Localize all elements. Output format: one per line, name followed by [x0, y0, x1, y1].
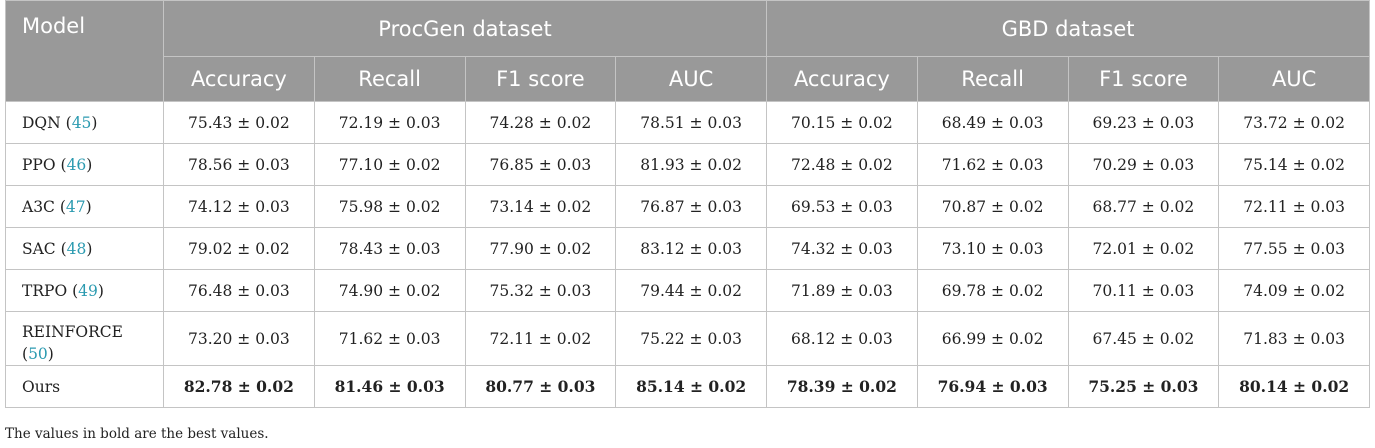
best-value-cell: 75.25 ± 0.03 [1067, 365, 1220, 408]
value-cell: 77.10 ± 0.02 [313, 143, 466, 186]
value-cell: 76.48 ± 0.03 [163, 269, 315, 312]
value-cell: 69.53 ± 0.03 [766, 185, 918, 228]
value-cell: 73.14 ± 0.02 [464, 185, 617, 228]
metric-header: F1 score [464, 56, 617, 102]
value-cell: 73.20 ± 0.03 [163, 311, 315, 366]
metric-header: Recall [916, 56, 1069, 102]
value-cell: 70.87 ± 0.02 [916, 185, 1069, 228]
value-cell: 78.43 ± 0.03 [313, 227, 466, 270]
model-name-cell: PPO (46) [5, 143, 164, 186]
citation-link[interactable]: 47 [65, 197, 86, 216]
model-name: PPO [22, 155, 56, 174]
model-name: TRPO [22, 281, 68, 300]
model-column-header: Model [5, 0, 164, 102]
model-name-cell: A3C (47) [5, 185, 164, 228]
value-cell: 68.12 ± 0.03 [766, 311, 918, 366]
metric-header: Accuracy [163, 56, 315, 102]
table-footnote: The values in bold are the best values. [5, 426, 269, 442]
value-cell: 72.11 ± 0.03 [1218, 185, 1371, 228]
procgen-group-header: ProcGen dataset [163, 0, 767, 57]
model-name: Ours [22, 377, 61, 396]
value-cell: 74.32 ± 0.03 [766, 227, 918, 270]
table-row: DQN (45) 75.43 ± 0.02 72.19 ± 0.03 74.28… [5, 101, 1371, 144]
value-cell: 76.85 ± 0.03 [464, 143, 617, 186]
value-cell: 74.28 ± 0.02 [464, 101, 617, 144]
model-name-cell: REINFORCE (50) [5, 311, 164, 366]
value-cell: 75.32 ± 0.03 [464, 269, 617, 312]
value-cell: 79.02 ± 0.02 [163, 227, 315, 270]
citation-link[interactable]: 49 [78, 281, 98, 300]
model-name-cell: DQN (45) [5, 101, 164, 144]
best-value-cell: 85.14 ± 0.02 [615, 365, 767, 408]
citation-link[interactable]: 50 [28, 345, 48, 363]
value-cell: 83.12 ± 0.03 [615, 227, 767, 270]
citation-link[interactable]: 46 [66, 155, 87, 174]
value-cell: 67.45 ± 0.02 [1067, 311, 1220, 366]
value-cell: 77.90 ± 0.02 [464, 227, 617, 270]
value-cell: 74.90 ± 0.02 [313, 269, 466, 312]
metric-header: Recall [313, 56, 466, 102]
value-cell: 71.89 ± 0.03 [766, 269, 918, 312]
value-cell: 75.22 ± 0.03 [615, 311, 767, 366]
model-name: A3C [22, 197, 55, 216]
model-name-cell: Ours [5, 365, 164, 408]
table-body: DQN (45) 75.43 ± 0.02 72.19 ± 0.03 74.28… [5, 101, 1371, 408]
best-value-cell: 80.14 ± 0.02 [1218, 365, 1371, 408]
value-cell: 78.56 ± 0.03 [163, 143, 315, 186]
value-cell: 72.11 ± 0.02 [464, 311, 617, 366]
table-row: REINFORCE (50) 73.20 ± 0.03 71.62 ± 0.03 … [5, 311, 1371, 366]
value-cell: 69.23 ± 0.03 [1067, 101, 1220, 144]
citation-link[interactable]: 48 [66, 239, 87, 258]
value-cell: 68.49 ± 0.03 [916, 101, 1069, 144]
value-cell: 74.09 ± 0.02 [1218, 269, 1371, 312]
gbd-group-header: GBD dataset [765, 0, 1371, 57]
model-name-cell: TRPO (49) [5, 269, 164, 312]
value-cell: 76.87 ± 0.03 [615, 185, 767, 228]
metric-header: AUC [1218, 56, 1371, 102]
table-row-ours: Ours 82.78 ± 0.02 81.46 ± 0.03 80.77 ± 0… [5, 365, 1371, 408]
table-row: A3C (47) 74.12 ± 0.03 75.98 ± 0.02 73.14… [5, 185, 1371, 228]
value-cell: 78.51 ± 0.03 [615, 101, 767, 144]
table-header: Model ProcGen dataset GBD dataset Accura… [5, 0, 1371, 102]
value-cell: 74.12 ± 0.03 [163, 185, 315, 228]
value-cell: 68.77 ± 0.02 [1067, 185, 1220, 228]
value-cell: 77.55 ± 0.03 [1218, 227, 1371, 270]
value-cell: 72.48 ± 0.02 [766, 143, 918, 186]
model-name: SAC [22, 239, 56, 258]
best-value-cell: 80.77 ± 0.03 [464, 365, 617, 408]
table-row: PPO (46) 78.56 ± 0.03 77.10 ± 0.02 76.85… [5, 143, 1371, 186]
table-row: TRPO (49) 76.48 ± 0.03 74.90 ± 0.02 75.3… [5, 269, 1371, 312]
value-cell: 81.93 ± 0.02 [615, 143, 767, 186]
value-cell: 70.29 ± 0.03 [1067, 143, 1220, 186]
value-cell: 71.62 ± 0.03 [916, 143, 1069, 186]
metric-header: Accuracy [766, 56, 918, 102]
best-value-cell: 82.78 ± 0.02 [163, 365, 315, 408]
table-row: SAC (48) 79.02 ± 0.02 78.43 ± 0.03 77.90… [5, 227, 1371, 270]
value-cell: 66.99 ± 0.02 [916, 311, 1069, 366]
results-table: Model ProcGen dataset GBD dataset Accura… [5, 0, 1371, 408]
best-value-cell: 76.94 ± 0.03 [916, 365, 1069, 408]
value-cell: 72.19 ± 0.03 [313, 101, 466, 144]
model-name-cell: SAC (48) [5, 227, 164, 270]
model-name: REINFORCE [22, 323, 123, 341]
value-cell: 71.83 ± 0.03 [1218, 311, 1371, 366]
value-cell: 72.01 ± 0.02 [1067, 227, 1220, 270]
value-cell: 70.15 ± 0.02 [766, 101, 918, 144]
value-cell: 69.78 ± 0.02 [916, 269, 1069, 312]
value-cell: 75.14 ± 0.02 [1218, 143, 1371, 186]
value-cell: 70.11 ± 0.03 [1067, 269, 1220, 312]
metric-header: F1 score [1067, 56, 1220, 102]
value-cell: 73.10 ± 0.03 [916, 227, 1069, 270]
value-cell: 73.72 ± 0.02 [1218, 101, 1371, 144]
model-name: DQN [22, 113, 61, 132]
metric-header: AUC [615, 56, 767, 102]
citation-link[interactable]: 45 [71, 113, 92, 132]
value-cell: 79.44 ± 0.02 [615, 269, 767, 312]
best-value-cell: 81.46 ± 0.03 [313, 365, 466, 408]
value-cell: 71.62 ± 0.03 [313, 311, 466, 366]
best-value-cell: 78.39 ± 0.02 [766, 365, 918, 408]
value-cell: 75.98 ± 0.02 [313, 185, 466, 228]
value-cell: 75.43 ± 0.02 [163, 101, 315, 144]
